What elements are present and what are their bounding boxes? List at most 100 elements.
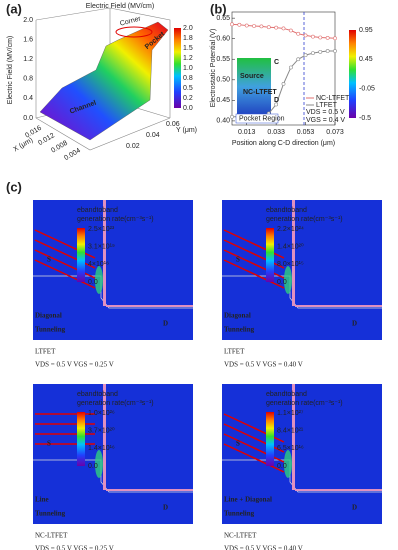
gate xyxy=(292,384,295,490)
point xyxy=(252,24,256,28)
caption: VDS = 0.5 V VGS = 0.40 V xyxy=(224,361,303,369)
legend-title: generation rate(cm⁻³s⁻¹) xyxy=(77,400,154,407)
point xyxy=(230,22,234,27)
colorbar-label: -0.5 xyxy=(359,115,371,122)
scale-label: 1.0×10²⁶ xyxy=(88,410,115,417)
inset-label: C xyxy=(274,59,279,66)
device-region xyxy=(222,384,382,524)
tunneling-label: Diagonal xyxy=(35,312,62,320)
z-label: Electric Field (MV/cm) xyxy=(7,36,14,104)
box-edge xyxy=(35,7,171,118)
y-tick-label: 0.50 xyxy=(216,77,230,84)
inset-label: Source xyxy=(240,73,264,80)
caption: VDS = 0.5 V VGS = 0.25 V xyxy=(35,361,114,369)
scale-bar xyxy=(77,412,85,466)
x-tick-label: 0.004 xyxy=(63,147,82,162)
colorbar xyxy=(174,28,181,108)
y-label: Y (μm) xyxy=(176,127,197,134)
x-tick-label: 0.012 xyxy=(37,132,56,147)
legend-title: generation rate(cm⁻³s⁻¹) xyxy=(266,400,343,407)
point xyxy=(333,36,337,41)
y-tick-label: 0.55 xyxy=(216,56,230,63)
source-label: S xyxy=(47,256,51,264)
z-tick-label: 0.4 xyxy=(23,95,33,102)
inset-label: Pocket Region xyxy=(239,115,285,122)
panel-label: (c) xyxy=(6,179,22,194)
point xyxy=(303,53,308,58)
tunneling-label: Line + Diagonal xyxy=(224,496,272,504)
scale-label: 8.4×10²¹ xyxy=(277,428,304,435)
caption: NC-LTFET xyxy=(224,532,257,540)
caption: LTFET xyxy=(35,348,56,356)
colorbar-label: 0.8 xyxy=(183,75,193,82)
y-tick-label: 0.04 xyxy=(146,132,160,139)
y-tick-label: 0.45 xyxy=(216,97,230,104)
point xyxy=(325,49,330,53)
colorbar-label: 0.95 xyxy=(359,27,373,34)
point xyxy=(288,65,293,70)
x-tick-label: 0.016 xyxy=(24,125,43,140)
x-tick-label: 0.053 xyxy=(297,129,315,136)
point xyxy=(296,31,301,36)
tunneling-hotspot xyxy=(95,450,103,478)
tunneling-hotspot xyxy=(284,450,292,478)
point xyxy=(237,22,242,27)
annotation: Corner xyxy=(119,15,142,27)
point xyxy=(281,26,286,31)
colorbar-label: 0.5 xyxy=(183,85,193,92)
panel-label: (b) xyxy=(210,1,227,16)
inset-label: NC-LTFET xyxy=(243,89,277,96)
colorbar-label: 0.45 xyxy=(359,56,373,63)
colorbar-label: 1.5 xyxy=(183,45,193,52)
point xyxy=(244,23,249,28)
colorbar-label: -0.05 xyxy=(359,86,375,93)
caption: VDS = 0.5 V VGS = 0.25 V xyxy=(35,545,114,550)
point xyxy=(303,33,308,38)
scale-bar xyxy=(77,228,85,282)
scale-label: 4×10¹⁶ xyxy=(88,261,109,268)
tunneling-arrow xyxy=(34,259,96,289)
z-tick-label: 1.6 xyxy=(23,36,33,43)
colorbar-label: 2.0 xyxy=(183,25,193,32)
scale-label: 1.4×10¹⁶ xyxy=(88,445,115,452)
point xyxy=(311,34,315,39)
x-axis-label: Position along C-D direction (μm) xyxy=(232,140,335,147)
point xyxy=(333,49,337,53)
z-tick-label: 2.0 xyxy=(23,17,33,24)
colorbar-label: 0.2 xyxy=(183,95,193,102)
legend-title: ebandtoband xyxy=(77,391,118,398)
tunneling-arrow xyxy=(223,259,285,289)
tunneling-hotspot xyxy=(95,266,103,294)
corner-marker xyxy=(115,26,153,38)
tunneling-label: Diagonal xyxy=(224,312,251,320)
scale-label: 6.5×10¹⁶ xyxy=(277,445,304,452)
point xyxy=(311,51,315,55)
z-tick-label: 0.0 xyxy=(23,115,33,122)
y-axis-label: Electrostatic Potential (V) xyxy=(210,29,217,108)
scale-label: 8.0×10¹⁵ xyxy=(277,261,304,268)
z-tick-label: 1.2 xyxy=(23,56,33,63)
scale-bar xyxy=(266,228,274,282)
title: Electric Field (MV/cm) xyxy=(86,3,154,10)
x-label: X (μm) xyxy=(12,137,34,154)
x-tick-label: 0.013 xyxy=(238,129,256,136)
scale-label: 3.1×10¹⁹ xyxy=(88,244,115,251)
y-tick-label: 0.02 xyxy=(126,143,140,150)
scale-label: 1.1×10²⁷ xyxy=(277,410,304,417)
gate xyxy=(292,200,295,306)
tunneling-label: Tunneling xyxy=(35,510,66,518)
scale-bar xyxy=(266,412,274,466)
caption: VDS = 0.5 V VGS = 0.40 V xyxy=(224,545,303,550)
legend-title: generation rate(cm⁻³s⁻¹) xyxy=(77,216,154,223)
point xyxy=(274,102,279,107)
colorbar xyxy=(349,30,356,118)
colorbar-label: 0.0 xyxy=(183,105,193,112)
point xyxy=(296,57,301,62)
x-tick-label: 0.073 xyxy=(326,129,344,136)
scale-label: 2.5×10²³ xyxy=(88,226,115,233)
box-edge xyxy=(35,20,171,151)
gate xyxy=(103,384,106,490)
drain-label: D xyxy=(163,504,168,512)
condition: VDS = 0.5 V xyxy=(306,109,345,116)
